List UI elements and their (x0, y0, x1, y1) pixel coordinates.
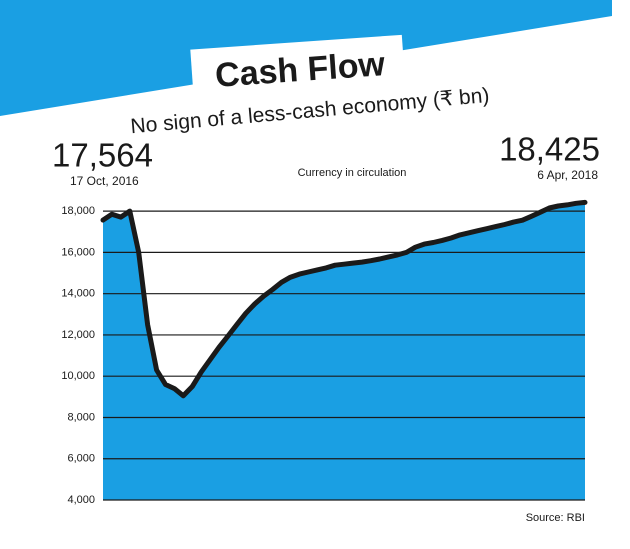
title-bg (190, 34, 406, 106)
y-tick-label: 8,000 (67, 411, 95, 423)
y-tick-label: 14,000 (61, 288, 95, 300)
title-box: Cash Flow (190, 34, 406, 106)
series-label: Currency in circulation (298, 167, 407, 179)
y-tick-label: 10,000 (61, 370, 95, 382)
annotation-value: 18,425 (499, 131, 600, 168)
y-tick-label: 4,000 (67, 494, 95, 506)
area (103, 202, 585, 500)
y-tick-label: 6,000 (67, 453, 95, 465)
annotation-value: 17,564 (52, 137, 153, 174)
y-tick-label: 18,000 (61, 205, 95, 217)
y-tick-label: 12,000 (61, 329, 95, 341)
annotation-date: 6 Apr, 2018 (537, 168, 598, 182)
y-tick-label: 16,000 (61, 246, 95, 258)
source: Source: RBI (526, 512, 585, 524)
line (100, 199, 588, 399)
annotation-date: 17 Oct, 2016 (70, 174, 139, 188)
